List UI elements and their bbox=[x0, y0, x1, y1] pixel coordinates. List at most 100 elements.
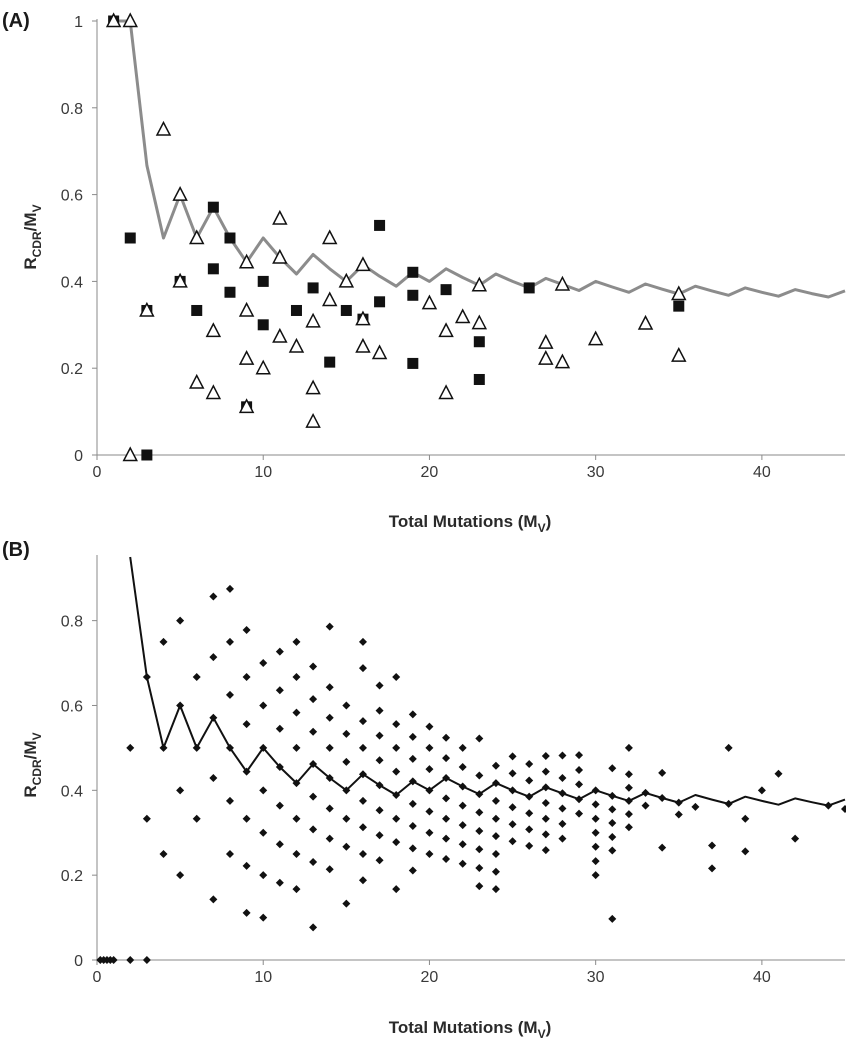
data-point-diamond bbox=[292, 779, 301, 788]
data-point-diamond bbox=[608, 914, 617, 923]
data-point-diamond bbox=[342, 757, 351, 766]
data-point-square bbox=[307, 282, 319, 294]
data-point-square bbox=[407, 357, 419, 369]
data-point-diamond bbox=[425, 807, 434, 816]
data-point-diamond bbox=[558, 819, 567, 828]
data-point-diamond bbox=[275, 762, 284, 771]
data-point-diamond bbox=[541, 783, 550, 792]
data-point-diamond bbox=[458, 821, 467, 830]
data-point-diamond bbox=[192, 743, 201, 752]
data-point-diamond bbox=[708, 841, 717, 850]
data-point-triangle bbox=[554, 275, 571, 291]
data-point-diamond bbox=[176, 616, 185, 625]
panel-a-x-axis-label: Total Mutations (MV) bbox=[389, 512, 552, 535]
data-point-diamond bbox=[442, 754, 451, 763]
data-point-diamond bbox=[741, 814, 750, 823]
data-point-diamond bbox=[408, 732, 417, 741]
data-point-diamond bbox=[192, 673, 201, 682]
data-point-triangle bbox=[272, 327, 288, 343]
data-point-diamond bbox=[309, 792, 318, 801]
data-point-diamond bbox=[358, 770, 367, 779]
data-point-diamond bbox=[142, 956, 151, 964]
data-point-diamond bbox=[724, 799, 733, 808]
data-point-diamond bbox=[591, 828, 600, 837]
data-point-diamond bbox=[342, 729, 351, 738]
data-point-diamond bbox=[325, 865, 334, 874]
data-point-diamond bbox=[408, 777, 417, 786]
data-point-triangle bbox=[454, 308, 471, 324]
data-point-diamond bbox=[192, 814, 201, 823]
data-point-diamond bbox=[342, 786, 351, 795]
data-point-diamond bbox=[741, 847, 750, 856]
data-point-diamond bbox=[375, 706, 384, 715]
data-point-square bbox=[340, 304, 352, 316]
data-point-diamond bbox=[142, 814, 151, 823]
data-point-diamond bbox=[591, 871, 600, 880]
data-point-diamond bbox=[292, 849, 301, 858]
data-point-diamond bbox=[358, 823, 367, 832]
data-point-diamond bbox=[475, 808, 484, 817]
data-point-diamond bbox=[591, 857, 600, 866]
y-tick-label: 0.4 bbox=[61, 274, 83, 291]
data-point-diamond bbox=[242, 673, 251, 682]
data-point-triangle bbox=[438, 322, 454, 338]
x-tick-label: 30 bbox=[587, 969, 605, 986]
y-tick-label: 0.4 bbox=[61, 783, 83, 800]
data-point-diamond bbox=[242, 908, 251, 917]
series-line bbox=[129, 556, 846, 807]
data-point-diamond bbox=[358, 876, 367, 885]
data-point-diamond bbox=[841, 804, 846, 813]
x-tick-label: 40 bbox=[753, 969, 771, 986]
data-point-diamond bbox=[259, 828, 268, 837]
data-point-square bbox=[124, 232, 136, 244]
data-point-diamond bbox=[491, 849, 500, 858]
data-point-diamond bbox=[292, 708, 301, 717]
data-point-square bbox=[290, 304, 302, 316]
data-point-diamond bbox=[442, 855, 451, 864]
data-point-diamond bbox=[541, 799, 550, 808]
data-point-square bbox=[324, 356, 336, 368]
data-point-diamond bbox=[225, 796, 234, 805]
data-point-diamond bbox=[259, 743, 268, 752]
data-point-triangle bbox=[305, 379, 321, 395]
y-tick-label: 0.8 bbox=[61, 614, 83, 631]
data-point-diamond bbox=[508, 820, 517, 829]
data-point-triangle bbox=[671, 285, 687, 301]
data-point-diamond bbox=[209, 713, 218, 722]
data-point-square bbox=[224, 286, 236, 298]
data-point-diamond bbox=[425, 743, 434, 752]
data-point-triangle bbox=[371, 344, 388, 360]
data-point-diamond bbox=[491, 814, 500, 823]
data-point-triangle bbox=[155, 120, 172, 136]
data-point-diamond bbox=[525, 792, 534, 801]
data-point-diamond bbox=[342, 899, 351, 908]
data-point-diamond bbox=[325, 804, 334, 813]
data-point-diamond bbox=[325, 622, 334, 631]
data-point-diamond bbox=[259, 659, 268, 668]
data-point-diamond bbox=[392, 673, 401, 682]
data-point-diamond bbox=[442, 774, 451, 783]
panel-a-markers bbox=[105, 12, 687, 462]
data-point-diamond bbox=[475, 882, 484, 891]
panel-b-y-ticks: 0 0.2 0.4 0.6 0.8 bbox=[61, 614, 97, 970]
data-point-triangle bbox=[122, 12, 138, 28]
data-point-diamond bbox=[575, 751, 584, 760]
data-point-diamond bbox=[757, 786, 766, 795]
data-point-diamond bbox=[525, 760, 534, 769]
data-point-square bbox=[257, 319, 269, 331]
data-point-diamond bbox=[442, 733, 451, 742]
panel-a-y-ticks: 0 0.2 0.4 0.6 0.8 1 bbox=[61, 14, 97, 465]
data-point-square bbox=[141, 449, 153, 461]
data-point-diamond bbox=[491, 796, 500, 805]
data-point-diamond bbox=[658, 843, 667, 852]
data-point-diamond bbox=[209, 774, 218, 783]
data-point-triangle bbox=[188, 373, 205, 389]
data-point-triangle bbox=[305, 412, 321, 428]
panel-a: (A) 0 10 20 30 40 0 0.2 0.4 0.6 0.8 1 Total Mutat… bbox=[2, 10, 846, 535]
data-point-diamond bbox=[475, 845, 484, 854]
data-point-triangle bbox=[122, 446, 138, 462]
data-point-diamond bbox=[408, 754, 417, 763]
panel-b-y-axis-label: RCDR/MV bbox=[21, 732, 44, 797]
data-point-triangle bbox=[288, 337, 305, 353]
